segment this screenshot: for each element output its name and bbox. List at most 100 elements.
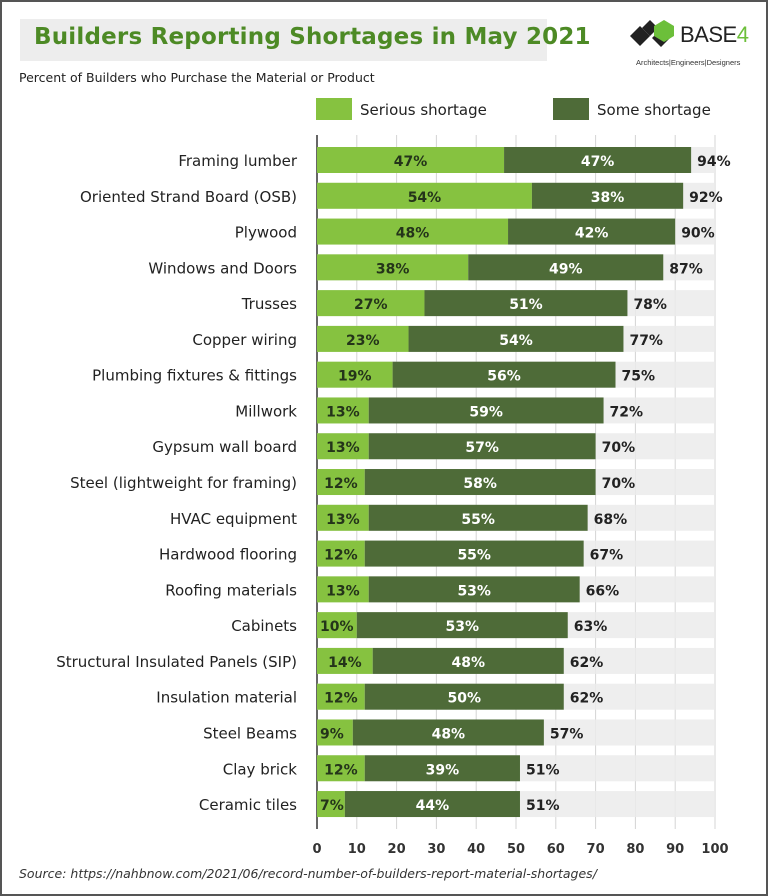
data-label: 55% [461, 512, 495, 528]
data-label: 12% [324, 691, 358, 707]
total-label: 51% [526, 798, 560, 814]
category-label: Insulation material [156, 689, 297, 707]
category-label: Gypsum wall board [152, 438, 297, 456]
category-label: Steel Beams [203, 724, 297, 742]
category-label: Windows and Doors [148, 259, 297, 277]
legend-label: Serious shortage [360, 101, 487, 119]
category-label: Millwork [235, 402, 297, 420]
data-label: 13% [326, 440, 360, 456]
bar-serious-shortage [317, 218, 509, 245]
bar-some-shortage [364, 540, 584, 567]
legend-swatch [553, 98, 589, 120]
bar-serious-shortage [317, 576, 369, 603]
category-label: Structural Insulated Panels (SIP) [56, 653, 297, 671]
x-tick-label: 50 [507, 842, 525, 857]
bar-serious-shortage [317, 612, 357, 639]
legend-label: Some shortage [597, 101, 711, 119]
bar-some-shortage [504, 147, 692, 173]
category-label: Oriented Strand Board (OSB) [80, 188, 297, 206]
data-label: 54% [499, 333, 533, 349]
data-label: 48% [451, 655, 485, 671]
data-label: 48% [396, 226, 430, 242]
total-label: 57% [550, 726, 584, 742]
bar-serious-shortage [317, 647, 373, 674]
x-tick-label: 90 [666, 842, 684, 857]
category-label: Clay brick [223, 760, 298, 778]
data-label: 27% [354, 297, 388, 313]
bar-some-shortage [424, 290, 628, 317]
data-label: 12% [324, 548, 358, 564]
bar-serious-shortage [317, 755, 365, 782]
data-label: 14% [328, 655, 362, 671]
data-label: 10% [320, 619, 354, 635]
data-label: 19% [338, 369, 372, 385]
data-label: 53% [446, 619, 480, 635]
data-label: 53% [457, 583, 491, 599]
bar-serious-shortage [317, 290, 425, 317]
data-label: 42% [575, 226, 609, 242]
data-label: 51% [509, 297, 543, 313]
category-label: Cabinets [231, 617, 297, 635]
data-label: 12% [324, 762, 358, 778]
data-label: 59% [469, 404, 503, 420]
bar-some-shortage [531, 182, 684, 209]
bar-some-shortage [364, 469, 596, 496]
data-label: 13% [326, 512, 360, 528]
data-label: 47% [394, 154, 428, 170]
bar-serious-shortage [317, 254, 469, 281]
total-label: 63% [574, 619, 608, 635]
x-tick-label: 10 [348, 842, 366, 857]
bar-some-shortage [368, 504, 588, 531]
category-label: HVAC equipment [170, 510, 297, 528]
bar-some-shortage [364, 755, 520, 782]
x-tick-label: 70 [587, 842, 605, 857]
data-label: 49% [549, 261, 583, 277]
data-label: 57% [465, 440, 499, 456]
bar-serious-shortage [317, 791, 345, 818]
data-label: 39% [426, 762, 460, 778]
category-label: Plumbing fixtures & fittings [92, 367, 297, 385]
bar-some-shortage [408, 325, 624, 352]
chart-subtitle: Percent of Builders who Purchase the Mat… [19, 70, 375, 85]
bar-serious-shortage [317, 719, 353, 746]
data-label: 38% [376, 261, 410, 277]
data-label: 12% [324, 476, 358, 492]
total-label: 67% [590, 548, 624, 564]
x-tick-label: 40 [467, 842, 485, 857]
data-label: 9% [320, 726, 344, 742]
bar-serious-shortage [317, 433, 369, 460]
x-tick-label: 60 [547, 842, 565, 857]
total-label: 62% [570, 655, 604, 671]
data-label: 55% [457, 548, 491, 564]
data-label: 47% [581, 154, 615, 170]
bar-some-shortage [344, 791, 520, 818]
total-label: 72% [610, 404, 644, 420]
data-label: 58% [463, 476, 497, 492]
total-label: 70% [602, 476, 636, 492]
source-note: Source: https://nahbnow.com/2021/06/reco… [19, 866, 597, 881]
x-tick-label: 80 [626, 842, 644, 857]
total-label: 68% [594, 512, 628, 528]
bar-serious-shortage [317, 361, 393, 388]
bar-serious-shortage [317, 469, 365, 496]
bar-serious-shortage [317, 397, 369, 424]
category-label: Roofing materials [165, 581, 297, 599]
bar-some-shortage [352, 719, 544, 746]
data-label: 48% [432, 726, 466, 742]
logo-tagline: Architects|Engineers|Designers [636, 58, 741, 67]
logo-mark-icon [630, 20, 674, 47]
category-label: Trusses [241, 295, 297, 313]
data-label: 54% [408, 190, 442, 206]
x-tick-label: 20 [388, 842, 406, 857]
bar-serious-shortage [317, 540, 365, 567]
total-label: 75% [622, 369, 656, 385]
chart-title: Builders Reporting Shortages in May 2021 [34, 24, 591, 50]
base4-logo: BASE4 Architects|Engineers|Designers [628, 18, 758, 74]
total-label: 90% [681, 226, 715, 242]
category-label: Framing lumber [178, 152, 298, 170]
legend-swatch [316, 98, 352, 120]
total-label: 78% [633, 297, 667, 313]
total-label: 62% [570, 691, 604, 707]
